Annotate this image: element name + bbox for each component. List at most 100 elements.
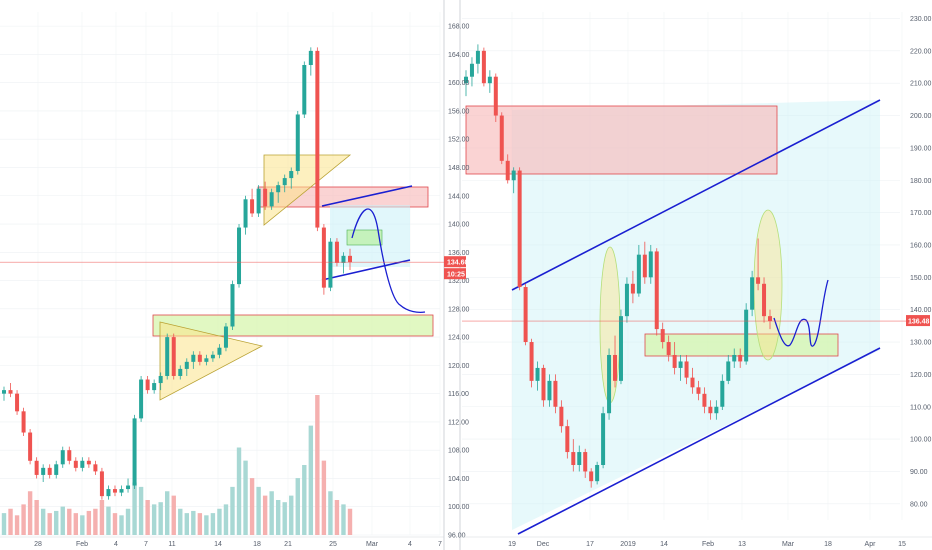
- left-time-tick: 18: [253, 541, 261, 548]
- candle-body: [21, 411, 26, 433]
- candle-body: [86, 460, 91, 465]
- candle-body: [41, 467, 46, 475]
- volume-bar: [328, 491, 333, 535]
- right-price-tick: 150.00: [910, 275, 932, 282]
- candle-body: [744, 309, 749, 362]
- candle-body: [511, 170, 516, 181]
- right-price-tick: 200.00: [910, 113, 932, 120]
- volume-bar: [236, 447, 242, 535]
- candle-body: [475, 50, 480, 64]
- volume-bar: [191, 510, 196, 535]
- right-price-tick: 90.00: [910, 469, 928, 476]
- candle-body: [726, 361, 731, 381]
- candle-body: [263, 188, 268, 207]
- candle-body: [648, 251, 653, 278]
- left-price-tag: [444, 256, 466, 268]
- volume-bar: [165, 491, 170, 535]
- candle-body: [243, 199, 248, 228]
- projection-curve-left: [351, 208, 426, 313]
- candle-body: [708, 406, 713, 414]
- candle-body: [469, 63, 474, 77]
- volume-bar: [256, 486, 261, 535]
- left-time-tick: 7: [438, 541, 442, 548]
- volume-bar: [151, 504, 157, 535]
- candle-body: [184, 361, 189, 369]
- volume-bar: [204, 515, 209, 535]
- candle-body: [99, 471, 104, 497]
- candle-body: [256, 188, 261, 214]
- candle-body: [28, 432, 33, 461]
- trend-line-upper-left: [321, 185, 413, 207]
- left-time-tick: Feb: [76, 541, 88, 548]
- left-price-axis: 96.00 100.00 104.00 108.00 112.00 116.00 120.0…: [448, 24, 470, 540]
- candle-body: [119, 489, 124, 493]
- candle-body: [714, 406, 719, 414]
- right-time-tick: 15: [898, 541, 906, 548]
- left-time-tag: [444, 268, 466, 280]
- candle-body: [559, 406, 564, 427]
- left-price-tick: 124.00: [448, 335, 470, 342]
- volume-bar: [302, 465, 307, 535]
- left-price-tick: 132.00: [448, 278, 470, 285]
- candle-body: [132, 418, 137, 486]
- candle-body: [269, 192, 274, 207]
- volume-bar: [217, 508, 222, 535]
- candle-body: [54, 464, 59, 475]
- right-price-tick: 230.00: [910, 16, 932, 23]
- left-time-tick: 14: [214, 541, 222, 548]
- right-price-tick: 100.00: [910, 437, 932, 444]
- volume-bar: [308, 425, 314, 535]
- candle-body: [636, 254, 641, 294]
- left-price-tick: 108.00: [448, 448, 470, 455]
- candle-body: [565, 426, 570, 453]
- rect-zone-red-right: [465, 105, 778, 175]
- volume-bar: [21, 504, 26, 535]
- left-countdown-label: 10:25: [447, 272, 465, 279]
- candle-body: [210, 354, 215, 359]
- right-time-tick: Mar: [782, 541, 795, 548]
- left-price-tick: 152.00: [448, 137, 470, 144]
- left-price-tick: 144.00: [448, 193, 470, 200]
- left-time-tick: 25: [329, 541, 337, 548]
- volume-bar: [275, 500, 281, 535]
- volume-bar: [171, 495, 176, 535]
- candle-body: [80, 460, 85, 468]
- candle-body: [204, 358, 209, 362]
- candle-body: [223, 326, 228, 348]
- volume-bar: [178, 508, 183, 535]
- volume-bar: [14, 515, 20, 535]
- right-time-tick: 2019: [620, 541, 636, 548]
- volume-bar: [321, 460, 327, 535]
- volume-bar: [315, 395, 320, 535]
- left-time-axis: 28 Feb 4 7 11 14 18 21 25 Mar 4 7: [0, 536, 444, 548]
- rect-zone-green-lower-left: [152, 314, 434, 337]
- candle-body: [60, 450, 65, 465]
- candle-body: [690, 377, 695, 388]
- volume-bar: [34, 500, 39, 535]
- candle-body: [282, 178, 287, 186]
- left-price-tick: 164.00: [448, 52, 470, 59]
- left-drawings: [152, 154, 434, 401]
- volume-bar: [47, 513, 52, 535]
- right-price-tick: 140.00: [910, 307, 932, 314]
- right-drawings: [465, 99, 881, 535]
- volume-bar: [210, 513, 216, 535]
- left-price-tick: 120.00: [448, 363, 470, 370]
- candle-body: [15, 393, 20, 412]
- candle-body: [499, 115, 504, 161]
- candle-body: [738, 354, 743, 362]
- volume-bar: [125, 508, 131, 535]
- left-grid: [0, 0, 445, 550]
- volume-bar: [289, 495, 294, 535]
- candle-body: [505, 160, 510, 181]
- candle-body: [230, 284, 235, 327]
- candle-body: [145, 379, 150, 391]
- left-time-tick: 11: [168, 541, 175, 548]
- left-price-tick: 112.00: [448, 419, 469, 426]
- rect-zone-green-small-left: [346, 229, 383, 246]
- left-price-tick: 156.00: [448, 108, 470, 115]
- candle-body: [618, 316, 623, 381]
- candle-body: [624, 283, 629, 317]
- left-current-price-label: 134.60: [447, 260, 469, 267]
- projection-curve-right: [773, 279, 829, 347]
